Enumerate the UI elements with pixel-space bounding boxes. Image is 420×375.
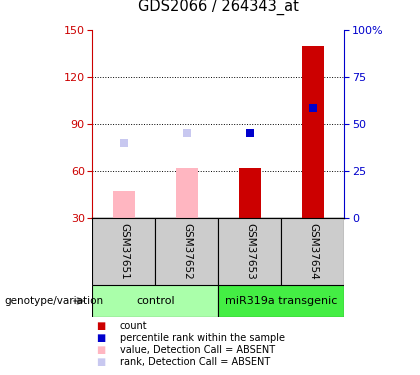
Text: GSM37654: GSM37654: [308, 223, 318, 280]
Text: GSM37651: GSM37651: [119, 223, 129, 280]
Text: count: count: [120, 321, 147, 331]
Text: ■: ■: [97, 333, 106, 343]
Text: ■: ■: [97, 357, 106, 367]
Text: value, Detection Call = ABSENT: value, Detection Call = ABSENT: [120, 345, 275, 355]
Point: [184, 130, 190, 136]
Bar: [302, 46, 324, 218]
Bar: [281, 217, 344, 285]
Text: GSM37652: GSM37652: [182, 223, 192, 280]
Text: genotype/variation: genotype/variation: [4, 296, 103, 306]
Bar: [218, 285, 344, 317]
Bar: [218, 217, 281, 285]
Text: GDS2066 / 264343_at: GDS2066 / 264343_at: [138, 0, 299, 15]
Point: [310, 105, 316, 111]
Bar: [239, 168, 261, 217]
Point: [247, 130, 253, 136]
Text: GSM37653: GSM37653: [245, 223, 255, 280]
Text: rank, Detection Call = ABSENT: rank, Detection Call = ABSENT: [120, 357, 270, 367]
Bar: [92, 217, 155, 285]
Text: ■: ■: [97, 321, 106, 331]
Bar: [92, 285, 218, 317]
Text: ■: ■: [97, 345, 106, 355]
Bar: [176, 168, 198, 217]
Text: control: control: [136, 296, 175, 306]
Bar: [155, 217, 218, 285]
Text: miR319a transgenic: miR319a transgenic: [225, 296, 338, 306]
Point: [121, 140, 127, 146]
Text: percentile rank within the sample: percentile rank within the sample: [120, 333, 285, 343]
Bar: [113, 191, 135, 217]
